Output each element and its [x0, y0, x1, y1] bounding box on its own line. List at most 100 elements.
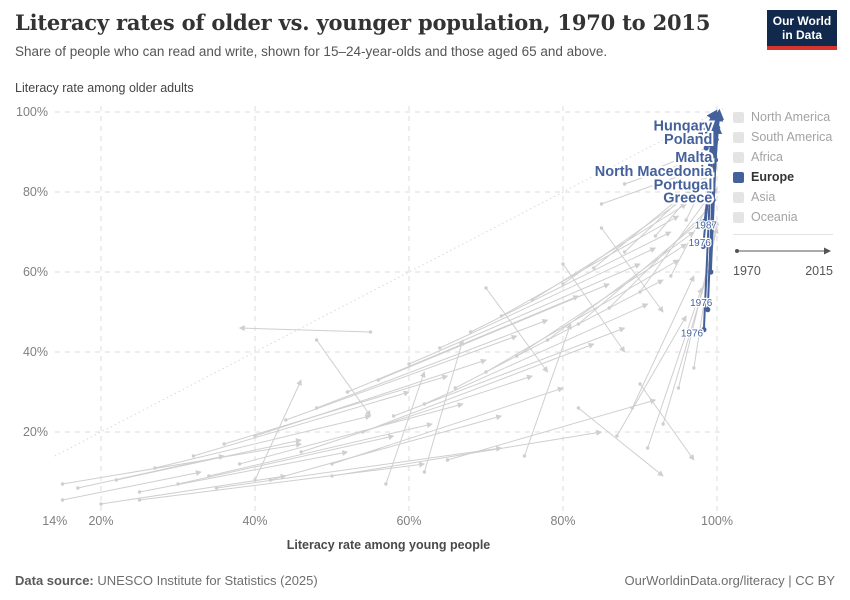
europe-trend-arrow[interactable] [702, 136, 718, 330]
country-trend-start-dot [499, 314, 504, 318]
legend-swatch [733, 131, 744, 143]
europe-trend-start-dot [705, 307, 711, 313]
legend-swatch [733, 171, 744, 183]
country-trend-arrow [593, 179, 703, 269]
country-trend-start-dot [646, 446, 650, 450]
europe-trend-start-dot [700, 243, 706, 249]
country-trend-arrow [116, 438, 302, 481]
country-trend-start-dot [661, 422, 665, 426]
country-trend-start-dot [438, 346, 442, 350]
legend-swatch [733, 211, 744, 223]
country-trend-start-dot [214, 486, 219, 490]
country-trend-arrow [424, 303, 649, 405]
timeline-legend: 1970 2015 [733, 234, 833, 278]
europe-trend-start-dot [708, 269, 714, 275]
parity-line [54, 107, 725, 457]
legend-item-africa[interactable]: Africa [733, 150, 838, 164]
country-trend-start-dot [607, 306, 611, 310]
country-trend-arrow [631, 275, 695, 409]
country-trend-start-dot [615, 434, 619, 438]
europe-trend-start-dot [698, 131, 704, 137]
legend-item-europe[interactable]: Europe [733, 170, 838, 184]
data-source-label: Data source: [15, 573, 94, 588]
timeline-arrow [735, 247, 831, 255]
legend-item-north-america[interactable]: North America [733, 110, 838, 124]
y-tick-label: 20% [23, 425, 48, 439]
continent-legend: North America South America Africa Europe As… [733, 110, 838, 278]
chart-header: Literacy rates of older vs. younger popu… [15, 10, 750, 59]
country-trend-start-dot [638, 382, 642, 386]
y-tick-label: 60% [23, 265, 48, 279]
country-trend-arrow [316, 339, 371, 417]
country-trend-arrow [408, 263, 641, 365]
country-trend-start-dot [530, 298, 534, 302]
country-trend-arrow [578, 219, 703, 325]
europe-trend-arrow[interactable] [706, 117, 721, 310]
country-trend-arrow [624, 171, 710, 253]
country-trend-start-dot [669, 274, 673, 278]
legend-item-asia[interactable]: Asia [733, 190, 838, 204]
x-tick-label: 20% [88, 514, 113, 528]
year-label: 1976 [690, 298, 713, 309]
country-trend-start-dot [137, 490, 142, 494]
country-label[interactable]: Hungary [652, 117, 715, 137]
country-trend-start-dot [76, 486, 80, 490]
country-trend-start-dot [422, 402, 427, 406]
country-trend-arrow [423, 339, 465, 473]
y-tick-label: 100% [16, 105, 48, 119]
country-label[interactable]: Malta [673, 148, 715, 168]
legend-item-south-america[interactable]: South America [733, 130, 838, 144]
country-trend-arrow [301, 374, 533, 453]
country-label[interactable]: Greece [661, 189, 714, 209]
country-trend-start-dot [599, 202, 604, 206]
country-trend-arrow [224, 374, 449, 445]
legend-item-oceania[interactable]: Oceania [733, 210, 838, 224]
country-trend-arrow [547, 231, 695, 341]
attribution-link[interactable]: OurWorldinData.org/literacy | CC BY [624, 573, 835, 588]
country-trend-arrow [485, 287, 549, 373]
country-trend-arrow [139, 450, 349, 493]
country-trend-arrow [601, 227, 664, 313]
country-label[interactable]: Portugal [652, 175, 715, 195]
country-trend-start-dot [622, 182, 627, 186]
country-trend-arrow [562, 263, 626, 353]
country-trend-arrow [254, 379, 302, 481]
country-trend-start-dot [484, 370, 488, 374]
legend-swatch [733, 151, 744, 163]
country-label[interactable]: Poland [662, 130, 714, 150]
x-axis-title: Literacy rate among young people [287, 538, 491, 552]
europe-trend-arrow[interactable] [713, 108, 725, 161]
country-trend-start-dot [592, 266, 596, 270]
country-trend-arrow [647, 287, 703, 449]
timeline-end-year: 2015 [805, 264, 833, 278]
legend-item-label: Africa [751, 150, 783, 164]
year-label: 1976 [681, 329, 704, 340]
country-trend-start-dot [684, 218, 688, 222]
country-trend-arrow [139, 461, 426, 501]
year-label: 1987 [695, 221, 718, 232]
country-trend-start-dot [646, 170, 650, 174]
country-trend-start-dot [692, 366, 696, 370]
country-trend-arrow [62, 441, 302, 485]
country-trend-arrow [485, 259, 680, 373]
country-trend-arrow [154, 414, 372, 469]
country-trend-start-dot [60, 498, 65, 502]
country-trend-arrow [655, 163, 718, 237]
country-trend-arrow [601, 166, 703, 205]
chart-subtitle: Share of people who can read and write, … [15, 44, 608, 59]
country-trend-arrow [616, 315, 687, 437]
country-trend-arrow [439, 247, 657, 349]
country-trend-start-dot [330, 474, 334, 478]
x-tick-label: 80% [550, 514, 575, 528]
country-trend-arrow [639, 195, 710, 293]
country-trend-start-dot [384, 482, 388, 486]
country-trend-start-dot [368, 330, 373, 334]
country-trend-start-dot [207, 474, 211, 478]
data-source-note: Data source: UNESCO Institute for Statis… [15, 573, 318, 588]
y-axis-title: Literacy rate among older adults [15, 81, 194, 95]
country-trend-arrow [239, 402, 464, 465]
country-trend-start-dot [314, 406, 319, 410]
country-label[interactable]: North Macedonia [593, 162, 716, 182]
country-trend-start-dot [576, 322, 581, 326]
x-tick-label: 100% [701, 514, 733, 528]
